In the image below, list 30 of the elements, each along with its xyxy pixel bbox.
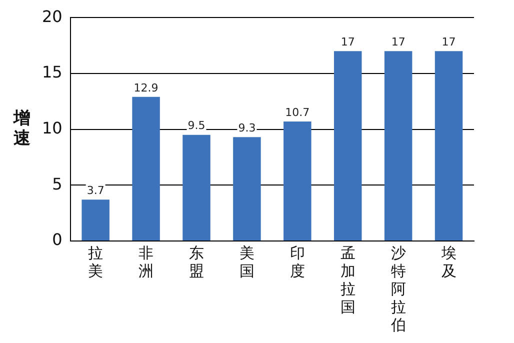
data-label: 17 [340,35,355,48]
bar [182,134,210,240]
x-tick-label: 非洲 [138,244,154,280]
bar [384,51,412,240]
data-label: 9.3 [238,121,256,134]
data-label: 9.5 [188,119,206,132]
y-tick-label: 10 [42,118,62,138]
bar [284,121,312,240]
data-label: 17 [442,35,456,48]
y-axis-title: 增速 [12,108,30,149]
bar [334,51,362,240]
x-tick-label: 印度 [290,244,305,280]
bar [132,96,160,240]
data-label: 10.7 [285,106,310,119]
y-tick-label: 20 [42,6,62,26]
data-label: 12.9 [134,81,158,94]
x-tick-label: 东盟 [188,244,204,280]
y-tick-label: 5 [52,174,62,194]
bar [434,51,463,240]
x-tick-label: 沙特阿拉伯 [390,244,406,334]
y-tick-label: 15 [42,62,62,82]
bar [82,200,110,240]
x-tick-label: 埃及 [440,244,456,280]
x-tick-label: 拉美 [88,244,104,280]
bar [233,137,261,240]
data-label: 3.7 [86,184,104,198]
x-tick-label: 美国 [239,244,254,280]
y-tick-label: 0 [52,230,62,250]
data-label: 17 [391,35,406,48]
x-tick-label: 孟加拉国 [340,244,356,316]
